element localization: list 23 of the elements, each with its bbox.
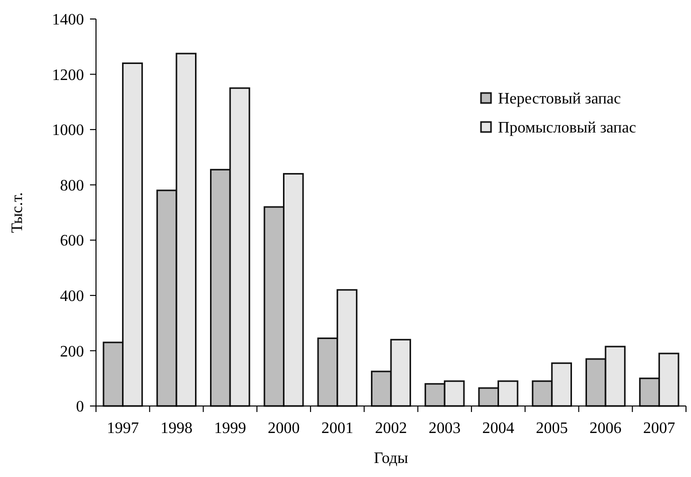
x-tick-label: 2003	[428, 420, 461, 437]
x-tick-label: 1999	[214, 420, 246, 437]
y-axis-title: Тыс.т.	[9, 192, 26, 233]
y-tick-label: 1400	[52, 12, 84, 29]
x-tick-label: 2007	[643, 420, 676, 437]
x-tick-label: 1997	[106, 420, 139, 437]
x-tick-label: 2005	[536, 420, 568, 437]
x-tick-label: 2001	[321, 420, 354, 437]
x-axis-title: Годы	[374, 450, 408, 467]
x-tick-label: 1998	[160, 420, 192, 437]
y-tick-label: 800	[60, 177, 84, 194]
y-tick-label: 400	[60, 288, 84, 306]
x-tick-label: 2004	[482, 420, 514, 437]
x-tick-label: 2002	[375, 420, 407, 437]
y-tick-label: 600	[60, 232, 84, 250]
y-tick-label: 0	[76, 398, 84, 416]
legend-label: Нерестовый запас	[498, 90, 621, 108]
y-tick-label: 200	[60, 343, 84, 360]
y-tick-label: 1000	[52, 122, 84, 140]
y-tick-label: 1200	[52, 66, 84, 84]
x-tick-label: 2006	[590, 420, 622, 437]
x-tick-label: 2000	[268, 420, 300, 437]
legend-label: Промысловый запас	[498, 120, 636, 137]
